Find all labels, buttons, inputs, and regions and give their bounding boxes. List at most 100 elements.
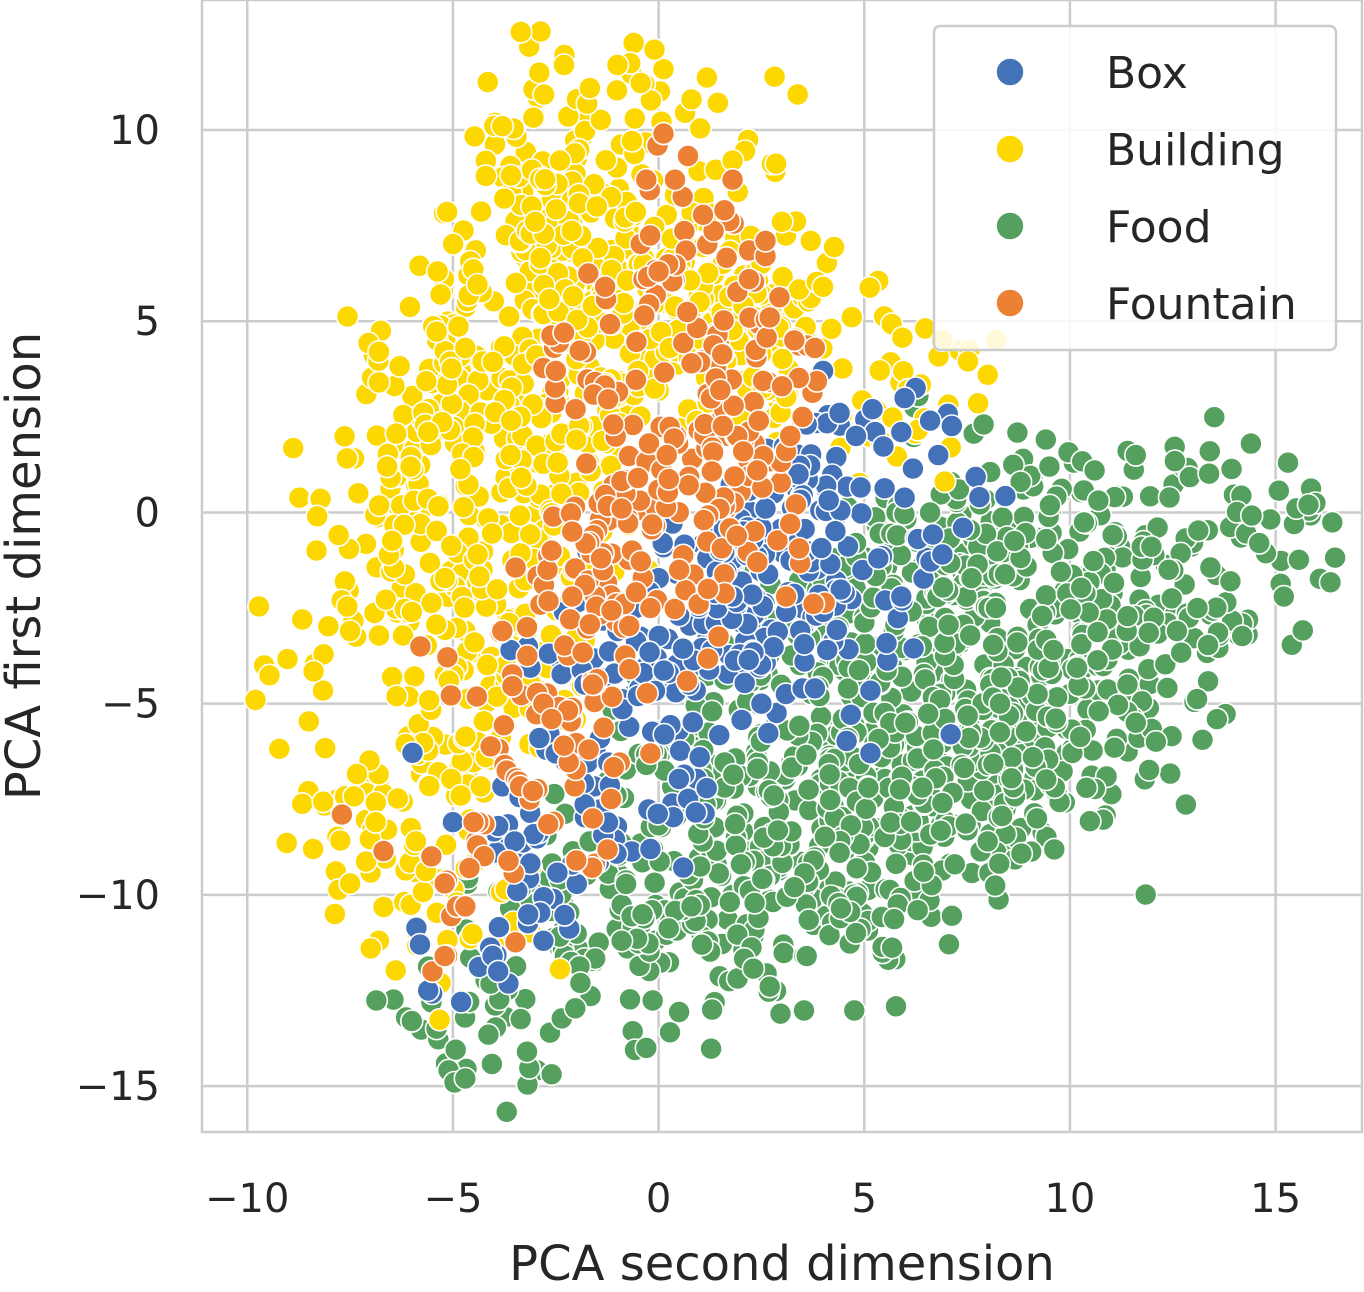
food-point xyxy=(1323,545,1347,570)
building-point xyxy=(383,958,408,983)
box-point xyxy=(652,722,677,747)
building-point xyxy=(398,454,423,479)
food-point xyxy=(1069,632,1094,657)
box-point xyxy=(827,401,852,425)
fountain-point xyxy=(419,844,444,869)
building-point xyxy=(290,791,315,816)
fountain-point xyxy=(667,557,692,582)
building-point xyxy=(446,314,471,339)
fountain-point xyxy=(638,223,662,248)
box-point xyxy=(901,456,925,481)
building-point xyxy=(473,164,498,188)
food-point xyxy=(364,988,389,1013)
fountain-point xyxy=(593,274,617,299)
fountain-point xyxy=(638,596,663,620)
fountain-point xyxy=(801,592,826,616)
building-point xyxy=(453,724,478,749)
fountain-point xyxy=(539,707,564,731)
food-point xyxy=(930,791,955,815)
food-point xyxy=(700,699,724,724)
box-point xyxy=(866,546,891,571)
food-point xyxy=(990,804,1014,828)
x-tick-label: 10 xyxy=(1044,1176,1095,1222)
building-point xyxy=(552,53,576,77)
building-point xyxy=(354,849,378,874)
building-point xyxy=(548,148,572,173)
building-point xyxy=(243,688,268,712)
fountain-point xyxy=(696,577,720,601)
box-point xyxy=(638,837,663,861)
y-tick-label: 10 xyxy=(109,108,160,154)
fountain-point xyxy=(617,657,642,682)
food-point xyxy=(1025,682,1050,706)
building-point xyxy=(424,612,449,637)
food-point xyxy=(1086,488,1111,513)
food-point xyxy=(1068,725,1092,749)
food-point xyxy=(1041,638,1066,662)
food-point xyxy=(1042,837,1067,862)
fountain-point xyxy=(778,512,803,536)
fountain-point xyxy=(465,684,489,709)
building-point xyxy=(439,533,464,558)
building-point xyxy=(770,210,794,234)
food-point xyxy=(921,737,946,762)
food-point xyxy=(1239,503,1264,528)
food-point xyxy=(1049,559,1073,584)
box-point xyxy=(901,636,926,661)
fountain-point xyxy=(691,508,716,532)
y-tick-label: 0 xyxy=(135,490,160,536)
building-point xyxy=(642,37,667,62)
box-point xyxy=(824,618,849,642)
fountain-point xyxy=(478,734,503,759)
building-point xyxy=(559,219,584,243)
fountain-point xyxy=(503,930,528,955)
building-point xyxy=(435,200,459,224)
box-point xyxy=(963,465,988,489)
food-point xyxy=(999,766,1024,791)
fountain-point xyxy=(330,802,354,827)
fountain-point xyxy=(574,451,599,476)
fountain-point xyxy=(539,538,564,563)
building-point xyxy=(441,232,465,256)
box-point xyxy=(892,386,917,410)
food-point xyxy=(1230,624,1254,648)
box-point xyxy=(441,810,465,835)
building-point xyxy=(290,607,315,632)
box-point xyxy=(667,767,691,791)
food-point xyxy=(910,775,935,800)
food-point xyxy=(984,596,1008,620)
fountain-point xyxy=(710,342,735,367)
fountain-point xyxy=(432,944,457,968)
scatter-points xyxy=(243,19,1347,1124)
food-point xyxy=(729,852,753,877)
fountain-point xyxy=(722,464,747,489)
fountain-point xyxy=(675,300,700,324)
food-point xyxy=(539,1062,564,1087)
building-point xyxy=(467,564,492,589)
food-point xyxy=(609,928,634,953)
building-point xyxy=(367,493,392,518)
fountain-point xyxy=(552,733,576,758)
building-point xyxy=(628,71,653,95)
building-point xyxy=(890,325,915,350)
food-point xyxy=(989,665,1014,690)
fountain-point xyxy=(558,607,583,632)
food-point xyxy=(700,997,724,1022)
legend-marker-food xyxy=(995,211,1025,241)
x-tick-label: 5 xyxy=(852,1176,877,1222)
building-point xyxy=(416,420,441,444)
food-point xyxy=(1158,761,1182,786)
box-point xyxy=(651,658,676,683)
box-point xyxy=(753,496,778,521)
food-point xyxy=(1156,557,1181,582)
fountain-point xyxy=(564,848,589,873)
building-point xyxy=(296,709,321,734)
building-point xyxy=(578,76,602,100)
food-point xyxy=(1198,555,1223,580)
fountain-point xyxy=(599,598,624,623)
building-point xyxy=(537,287,562,312)
box-point xyxy=(848,475,873,500)
building-point xyxy=(375,454,399,479)
fountain-point xyxy=(598,312,622,336)
legend-marker-box xyxy=(995,57,1025,87)
